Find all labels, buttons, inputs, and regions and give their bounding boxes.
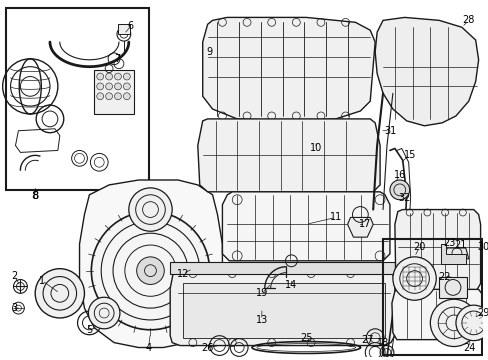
Text: 31: 31 — [383, 126, 395, 136]
Circle shape — [114, 73, 121, 80]
Polygon shape — [391, 289, 483, 339]
Bar — [118, 24, 129, 34]
Bar — [183, 283, 384, 338]
Polygon shape — [440, 244, 465, 264]
Circle shape — [123, 73, 130, 80]
Circle shape — [91, 212, 209, 330]
Text: 24: 24 — [463, 342, 475, 352]
Text: 26: 26 — [201, 342, 213, 352]
Bar — [170, 262, 394, 274]
Text: 15: 15 — [403, 150, 415, 160]
Polygon shape — [347, 217, 372, 237]
Text: 6: 6 — [127, 21, 134, 31]
Circle shape — [97, 73, 103, 80]
Text: 11: 11 — [329, 212, 341, 222]
Text: 32: 32 — [398, 193, 410, 203]
Text: 21: 21 — [454, 240, 466, 250]
Polygon shape — [443, 248, 468, 259]
Text: 13: 13 — [255, 315, 267, 325]
Circle shape — [123, 83, 130, 90]
Text: 14: 14 — [285, 280, 297, 291]
Text: 9: 9 — [206, 47, 212, 57]
Text: 3: 3 — [11, 303, 18, 313]
Text: 25: 25 — [299, 333, 312, 343]
Bar — [94, 69, 133, 114]
Circle shape — [429, 299, 477, 347]
Text: 27: 27 — [360, 335, 373, 345]
Circle shape — [105, 83, 112, 90]
Circle shape — [137, 257, 164, 284]
Text: 8: 8 — [32, 191, 39, 201]
Text: 23: 23 — [442, 238, 454, 248]
Polygon shape — [222, 192, 389, 261]
Circle shape — [114, 83, 121, 90]
Circle shape — [114, 93, 121, 100]
Polygon shape — [203, 17, 374, 121]
Text: 5: 5 — [86, 325, 92, 335]
Circle shape — [392, 257, 435, 300]
Text: 16: 16 — [393, 170, 405, 180]
Text: 10: 10 — [309, 144, 322, 153]
Text: 30: 30 — [476, 242, 488, 252]
Circle shape — [389, 180, 409, 200]
Circle shape — [88, 297, 120, 329]
Circle shape — [97, 93, 103, 100]
Text: 20: 20 — [412, 242, 425, 252]
Polygon shape — [197, 119, 379, 192]
Bar — [438, 276, 466, 298]
Text: 4: 4 — [145, 342, 151, 352]
Circle shape — [455, 305, 488, 341]
Text: 1: 1 — [39, 275, 45, 285]
Bar — [5, 8, 148, 190]
Text: 8: 8 — [32, 191, 38, 201]
Circle shape — [105, 93, 112, 100]
Polygon shape — [374, 17, 478, 126]
Text: 29: 29 — [476, 308, 488, 318]
Text: 17: 17 — [358, 219, 371, 229]
Text: 19: 19 — [255, 288, 267, 298]
Circle shape — [97, 83, 103, 90]
Circle shape — [128, 188, 172, 231]
Circle shape — [35, 269, 84, 318]
Polygon shape — [80, 180, 222, 347]
Polygon shape — [394, 210, 480, 291]
Polygon shape — [170, 271, 394, 346]
Text: 22: 22 — [437, 271, 449, 282]
Text: 12: 12 — [177, 269, 189, 279]
Text: 7: 7 — [114, 54, 120, 64]
Circle shape — [105, 73, 112, 80]
Text: 2: 2 — [11, 271, 18, 280]
Text: 18: 18 — [376, 338, 388, 348]
Text: 28: 28 — [462, 15, 474, 25]
Bar — [382, 239, 481, 355]
Circle shape — [123, 93, 130, 100]
